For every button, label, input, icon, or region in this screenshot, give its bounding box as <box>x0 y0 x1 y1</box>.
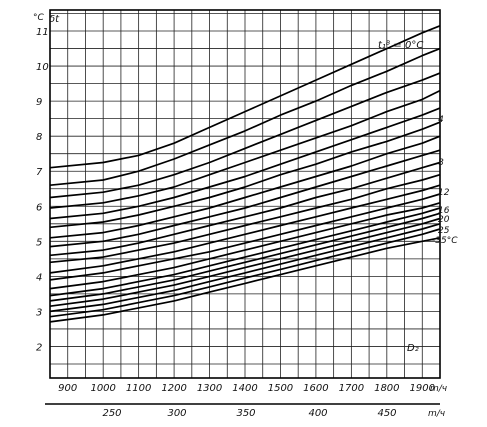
series-line <box>49 161 441 257</box>
series-end-label: 12 <box>438 188 450 198</box>
grid <box>50 10 440 378</box>
series-end-label: 4 <box>438 115 444 125</box>
y-tick-label: 5 <box>36 237 42 248</box>
secondary-x-tick-label: 350 <box>236 408 255 419</box>
secondary-x-tick-label: 250 <box>102 408 121 419</box>
series-line <box>49 236 441 323</box>
series-line <box>49 72 441 199</box>
y-tick-label: 8 <box>36 132 42 143</box>
series-line <box>49 184 441 274</box>
y-tick-label: 2 <box>36 342 42 353</box>
series-line <box>49 228 441 318</box>
x-tick-label: 1400 <box>232 383 257 394</box>
x-tick-label: 1100 <box>126 383 151 394</box>
x-tick-label: 1800 <box>374 383 399 394</box>
x-tick-label: 1700 <box>339 383 364 394</box>
series-line <box>49 107 441 220</box>
series-line <box>49 121 441 229</box>
y-tick-label: 7 <box>36 167 43 178</box>
series-group <box>49 25 441 323</box>
series-end-label: 25 <box>438 226 450 236</box>
secondary-x-tick-label: 450 <box>377 408 396 419</box>
series-line <box>49 25 441 169</box>
series-line <box>49 193 441 281</box>
series-line <box>49 149 441 248</box>
series-end-label: 20 <box>438 215 450 225</box>
series-end-label: 16 <box>438 206 450 216</box>
series-end-label: 8 <box>438 158 444 168</box>
series-line <box>49 89 441 209</box>
series-line <box>49 47 441 187</box>
x-tick-label: 1600 <box>303 383 328 394</box>
series-parameter-label: t₁ᴮ = 0°C <box>378 40 423 51</box>
series-line <box>49 201 441 290</box>
x-tick-label: 1500 <box>268 383 293 394</box>
secondary-x-unit-label: m/ч <box>428 409 445 419</box>
x-tick-label: 1200 <box>161 383 186 394</box>
y-tick-label: 10 <box>36 62 49 73</box>
series-end-label: -35°C <box>432 236 458 246</box>
labels: °C δt t₁ᴮ = 0°C D₂ <box>33 13 423 354</box>
x-tick-label: 1000 <box>90 383 115 394</box>
series-line <box>49 207 441 297</box>
secondary-x-tick-label: 400 <box>308 408 327 419</box>
series-line <box>49 173 441 264</box>
y-tick-label: 6 <box>36 202 42 213</box>
series-line <box>49 212 441 302</box>
axes: 2 3 4 5 6 7 8 9 10 11 900 1000 1100 1200 1300 1400 1500 1… <box>36 9 458 419</box>
x-axis-label: D₂ <box>407 343 419 354</box>
x-tick-label: 1300 <box>197 383 222 394</box>
y-unit-label: °C <box>33 13 45 23</box>
x-unit-label: m/ч <box>430 384 447 394</box>
series-line <box>49 217 441 308</box>
y-tick-label: 3 <box>36 307 42 318</box>
series-line <box>49 135 441 239</box>
series-line <box>49 222 441 313</box>
y-tick-label: 4 <box>36 272 42 283</box>
y-tick-label: 11 <box>36 27 49 38</box>
plot-frame <box>49 9 441 379</box>
secondary-x-tick-label: 300 <box>167 408 186 419</box>
x-tick-label: 1900 <box>410 383 435 394</box>
x-tick-label: 900 <box>58 383 77 394</box>
y-axis-label: δt <box>49 14 60 25</box>
y-tick-label: 9 <box>36 97 42 108</box>
